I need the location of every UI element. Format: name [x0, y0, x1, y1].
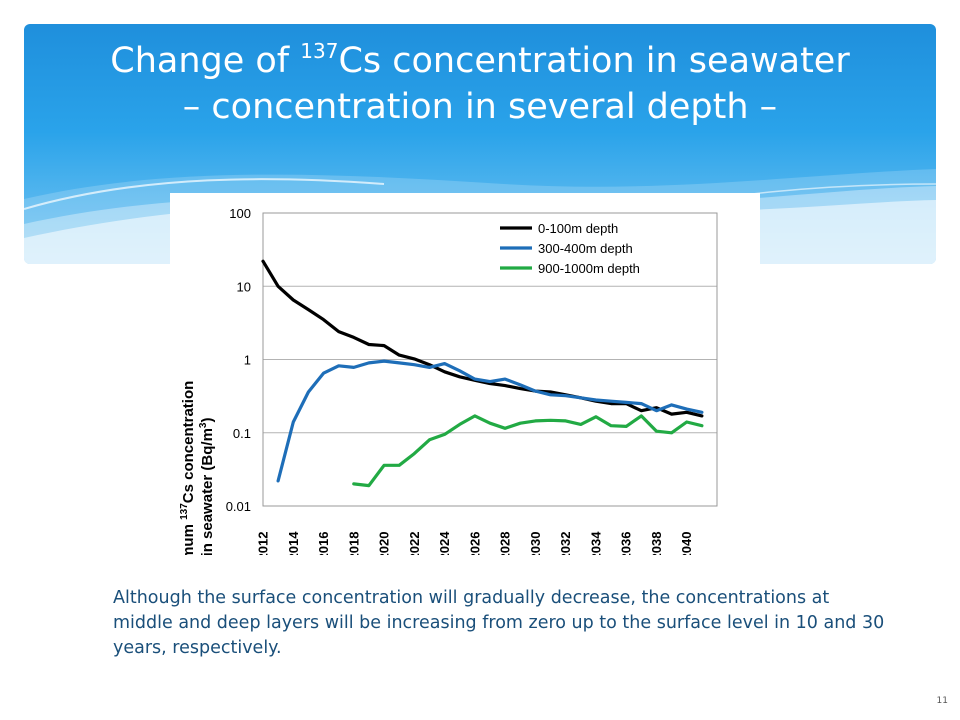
x-tick-label: 2032: [558, 532, 573, 555]
y-tick-label: 10: [237, 279, 251, 294]
slide-title-line2: – concentration in several depth –: [182, 87, 778, 127]
plot-area: [262, 212, 718, 507]
y-tick-label: 0.01: [226, 499, 251, 514]
y-tick-label: 0.1: [233, 426, 251, 441]
legend-label-1: 300-400m depth: [538, 241, 633, 256]
x-tick-label: 2040: [679, 532, 694, 555]
slide-title: Change of 137Cs concentration in seawate…: [24, 38, 936, 130]
x-tick-label: 2038: [649, 532, 664, 555]
series-line-1: [276, 359, 704, 483]
grid-lines: [263, 212, 717, 507]
x-tick-label: 2024: [437, 531, 452, 555]
y-tick-label: 1: [244, 353, 251, 368]
x-tick-label: 2016: [316, 532, 331, 555]
legend-label-0: 0-100m depth: [538, 221, 618, 236]
x-tick-label: 2014: [286, 531, 301, 555]
isotope-mass-number: 137: [300, 39, 339, 63]
series-line-2: [352, 414, 704, 488]
x-tick-label: 2022: [407, 532, 422, 555]
x-tick-label: 2034: [588, 531, 603, 555]
y-axis-label-line1: Maximum 137Cs concentration: [179, 381, 197, 555]
x-tick-label: 2012: [256, 532, 271, 555]
x-tick-label: 2030: [528, 532, 543, 555]
legend: 0-100m depth 300-400m depth 900-1000m dept…: [500, 221, 640, 276]
x-tick-label: 2036: [619, 532, 634, 555]
series-line-0: [261, 259, 704, 418]
x-tick-label: 2018: [346, 532, 361, 555]
x-tick-labels: 2012 2014 2016 2018 2020 2022 2024 2026 2028 2030…: [256, 531, 695, 555]
slide-title-line1: Change of 137Cs concentration in seawate…: [110, 39, 850, 81]
slide-caption: Although the surface concentration will …: [113, 588, 885, 658]
y-tick-label: 100: [229, 206, 251, 221]
y-axis-label-line2: in seawater (Bq/m3): [198, 418, 216, 555]
legend-label-2: 900-1000m depth: [538, 261, 640, 276]
page-number: 11: [936, 696, 948, 706]
x-tick-label: 2026: [467, 532, 482, 555]
data-series: [261, 259, 704, 488]
y-tick-labels: 0.01 0.1 1 10 100: [226, 206, 251, 514]
x-tick-label: 2028: [498, 532, 513, 555]
x-tick-label: 2020: [377, 532, 392, 555]
